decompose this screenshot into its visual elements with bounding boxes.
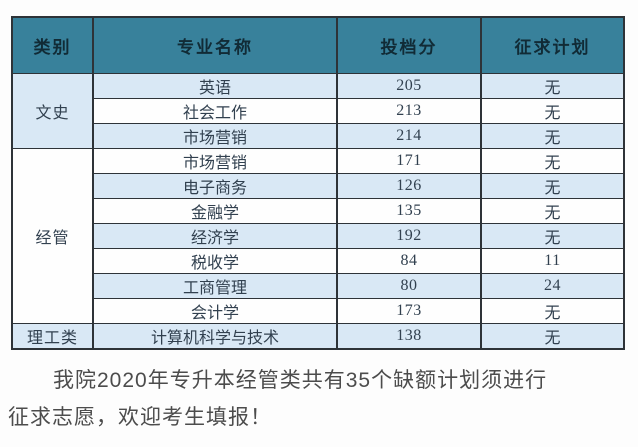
major-cell: 计算机科学与技术 [92, 323, 338, 350]
header-category: 类别 [11, 16, 94, 74]
table-row: 理工类 计算机科学与技术 138 无 [11, 323, 625, 350]
score-cell: 192 [336, 223, 482, 249]
major-cell: 英语 [92, 73, 338, 99]
table-row: 金融学 135 无 [12, 198, 625, 224]
major-cell: 会计学 [92, 298, 338, 324]
table-row: 工商管理 80 24 [12, 273, 625, 299]
major-cell: 市场营销 [92, 123, 338, 149]
category-cell-wenshi: 文史 [11, 73, 94, 149]
plan-cell: 无 [480, 223, 625, 249]
header-score: 投档分 [336, 16, 482, 74]
table-header-row: 类别 专业名称 投档分 征求计划 [11, 16, 625, 74]
table-row: 市场营销 214 无 [12, 123, 625, 149]
footer-note-line2: 征求志愿，欢迎考生填报！ [8, 406, 272, 429]
table-row: 社会工作 213 无 [12, 98, 625, 124]
header-plan: 征求计划 [480, 16, 625, 74]
score-cell: 84 [336, 248, 482, 274]
plan-cell: 无 [480, 173, 625, 199]
plan-cell: 24 [480, 273, 625, 299]
score-cell: 138 [336, 323, 482, 350]
major-cell: 税收学 [92, 248, 338, 274]
table-row: 会计学 173 无 [12, 298, 625, 324]
major-cell: 工商管理 [92, 273, 338, 299]
score-cell: 213 [336, 98, 482, 124]
score-cell: 205 [336, 73, 482, 99]
plan-cell: 无 [480, 73, 625, 99]
footer-note-line1: 我院2020年专升本经管类共有35个缺额计划须进行 [53, 369, 548, 392]
plan-cell: 无 [480, 198, 625, 224]
plan-cell: 无 [480, 123, 625, 149]
plan-cell: 无 [480, 98, 625, 124]
major-cell: 社会工作 [92, 98, 338, 124]
score-cell: 135 [336, 198, 482, 224]
table-row: 文史 英语 205 无 [11, 73, 625, 149]
major-cell: 电子商务 [92, 173, 338, 199]
plan-cell: 无 [480, 148, 625, 174]
plan-cell: 11 [480, 248, 625, 274]
category-cell-jingguan: 经管 [11, 148, 94, 324]
score-cell: 80 [336, 273, 482, 299]
header-major: 专业名称 [92, 16, 338, 74]
table-row: 税收学 84 11 [12, 248, 625, 274]
admission-score-table: 类别 专业名称 投档分 征求计划 文史 英语 205 无 社会工作 213 无 … [11, 16, 625, 350]
table-row: 电子商务 126 无 [12, 173, 625, 199]
score-cell: 214 [336, 123, 482, 149]
major-cell: 市场营销 [92, 148, 338, 174]
score-cell: 126 [336, 173, 482, 199]
category-cell-ligong: 理工类 [11, 323, 94, 350]
score-cell: 171 [336, 148, 482, 174]
score-cell: 173 [336, 298, 482, 324]
table-row: 经济学 192 无 [12, 223, 625, 249]
table-row: 经管 市场营销 171 无 [11, 148, 625, 324]
plan-cell: 无 [480, 323, 625, 350]
major-cell: 经济学 [92, 223, 338, 249]
major-cell: 金融学 [92, 198, 338, 224]
footer-note: 我院2020年专升本经管类共有35个缺额计划须进行 征求志愿，欢迎考生填报！ [8, 362, 630, 436]
plan-cell: 无 [480, 298, 625, 324]
